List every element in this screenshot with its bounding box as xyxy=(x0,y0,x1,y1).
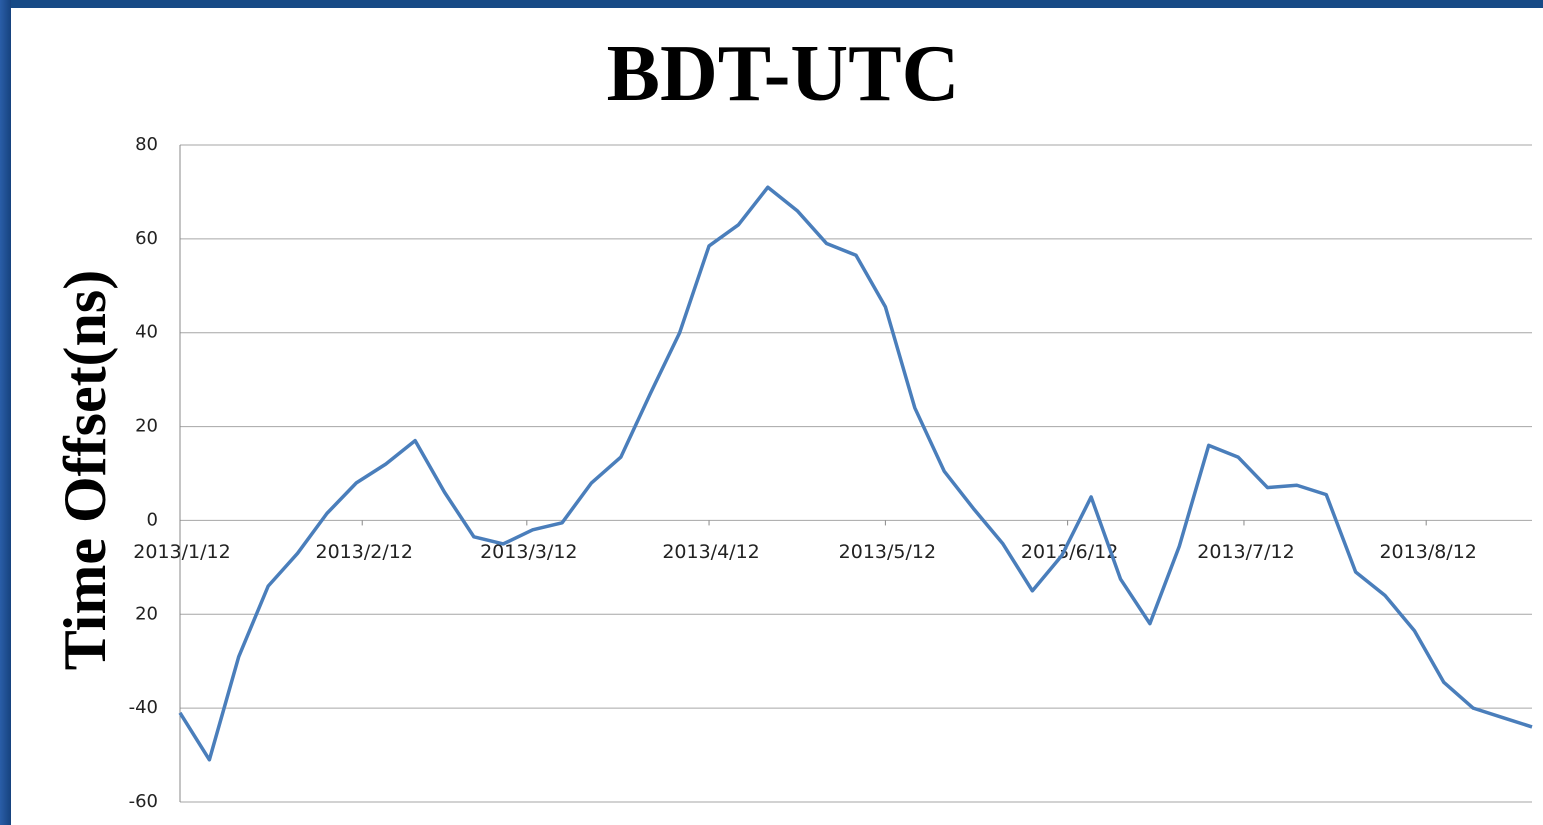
y-tick-label: -40 xyxy=(129,697,158,718)
chart-title: BDT-UTC xyxy=(607,30,960,118)
x-tick-label: 2013/2/12 xyxy=(316,541,413,563)
x-tick-label: 2013/4/12 xyxy=(662,541,759,563)
x-tick-label: 2013/5/12 xyxy=(839,541,936,563)
y-tick-label: -60 xyxy=(129,791,158,812)
x-tick-label: 2013/7/12 xyxy=(1197,541,1294,563)
y-axis-label: Time Offset(ns) xyxy=(52,270,118,671)
x-tick-label: 2013/8/12 xyxy=(1379,541,1476,563)
y-tick-label: 80 xyxy=(135,134,158,155)
x-tick-label: 2013/1/12 xyxy=(133,541,230,563)
frame-left xyxy=(0,0,11,825)
y-tick-label: 20 xyxy=(135,603,158,624)
y-tick-label: 20 xyxy=(135,416,158,437)
x-tick-label: 2013/6/12 xyxy=(1021,541,1118,563)
x-tick-label: 2013/3/12 xyxy=(480,541,577,563)
data-line xyxy=(178,185,1533,762)
frame-top xyxy=(0,0,1543,8)
y-tick-label: 40 xyxy=(135,322,158,343)
y-tick-label: 0 xyxy=(147,509,158,530)
y-tick-label: 60 xyxy=(135,228,158,249)
